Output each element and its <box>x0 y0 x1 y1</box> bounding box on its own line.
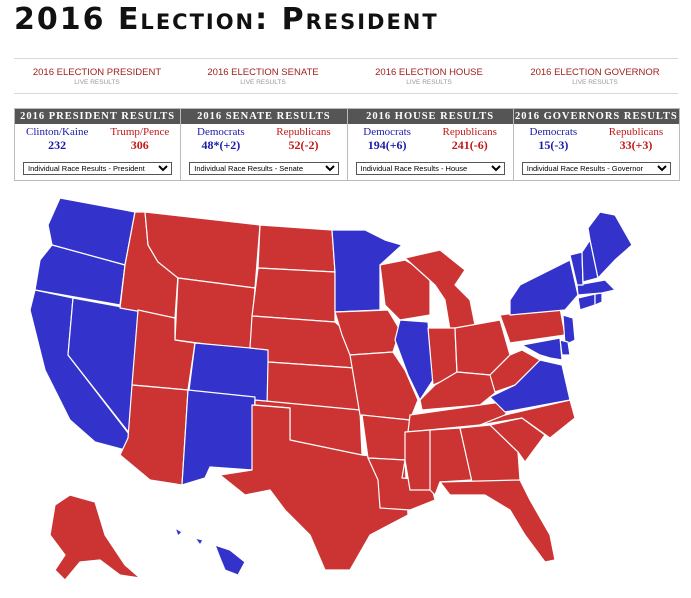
state-OR[interactable] <box>34 244 126 306</box>
dem-name: Democrats <box>363 126 411 138</box>
panel-header: 2016 PRESIDENT RESULTS <box>15 109 181 124</box>
state-MS[interactable] <box>404 429 433 491</box>
state-AK[interactable] <box>49 494 141 581</box>
nav-senate-sub: LIVE RESULTS <box>240 79 286 86</box>
state-HI[interactable] <box>174 527 246 576</box>
dem-value: 194(+6) <box>367 138 407 152</box>
state-NY[interactable] <box>509 259 579 316</box>
rep-value: 241(-6) <box>451 138 488 152</box>
rep-name: Republicans <box>442 126 497 138</box>
nav-governor-sub: LIVE RESULTS <box>572 79 618 86</box>
house-race-select[interactable]: Individual Race Results - House <box>355 162 505 175</box>
rep-value: 33(+3) <box>619 138 653 152</box>
nav-governor[interactable]: 2016 ELECTION GOVERNOR LIVE RESULTS <box>512 59 678 93</box>
rep-name: Republicans <box>608 126 664 138</box>
state-RI[interactable] <box>594 292 603 306</box>
panel-header: 2016 HOUSE RESULTS <box>347 109 513 124</box>
governor-race-select[interactable]: Individual Race Results - Governor <box>521 162 671 175</box>
senate-race-select[interactable]: Individual Race Results - Senate <box>189 162 339 175</box>
results-panels: 2016 PRESIDENT RESULTS Clinton/Kaine 232… <box>14 108 680 181</box>
state-CT[interactable] <box>577 293 596 311</box>
state-MD[interactable] <box>521 337 563 361</box>
dem-value: 232 <box>48 138 67 152</box>
state-ND[interactable] <box>257 224 336 273</box>
dem-candidate: Clinton/Kaine 232 <box>26 126 88 152</box>
state-MI[interactable] <box>404 249 476 331</box>
dem-candidate: Democrats 194(+6) <box>363 126 411 152</box>
nav-president[interactable]: 2016 ELECTION PRESIDENT LIVE RESULTS <box>14 59 180 93</box>
state-AR[interactable] <box>361 414 411 461</box>
dem-name: Democrats <box>197 126 245 138</box>
rep-candidate: Republicans 33(+3) <box>609 126 663 152</box>
election-nav: 2016 ELECTION PRESIDENT LIVE RESULTS 201… <box>14 58 678 94</box>
dem-name: Clinton/Kaine <box>26 126 89 138</box>
senate-results-panel: 2016 SENATE RESULTS Democrats 48*(+2) Re… <box>181 109 348 180</box>
rep-value: 52(-2) <box>288 138 319 152</box>
president-results-panel: 2016 PRESIDENT RESULTS Clinton/Kaine 232… <box>15 109 182 180</box>
state-TX[interactable] <box>219 404 409 571</box>
state-NM[interactable] <box>181 389 256 486</box>
rep-name: Trump/Pence <box>110 126 170 138</box>
state-NC[interactable] <box>479 399 576 439</box>
rep-value: 306 <box>130 138 149 152</box>
nav-president-label[interactable]: 2016 ELECTION PRESIDENT <box>32 67 162 78</box>
nav-house-label[interactable]: 2016 ELECTION HOUSE <box>375 67 483 78</box>
state-WI[interactable] <box>379 259 431 321</box>
president-race-select[interactable]: Individual Race Results - President <box>23 162 173 175</box>
panel-header: 2016 SENATE RESULTS <box>181 109 347 124</box>
nav-house[interactable]: 2016 ELECTION HOUSE LIVE RESULTS <box>346 59 512 93</box>
state-FL[interactable] <box>439 479 556 563</box>
house-results-panel: 2016 HOUSE RESULTS Democrats 194(+6) Rep… <box>347 109 514 180</box>
dem-candidate: Democrats 15(-3) <box>530 126 578 152</box>
rep-candidate: Trump/Pence 306 <box>110 126 169 152</box>
state-NJ[interactable] <box>562 314 576 346</box>
governor-results-panel: 2016 GOVERNORS RESULTS Democrats 15(-3) … <box>513 109 679 180</box>
state-SD[interactable] <box>251 267 336 323</box>
panel-header: 2016 GOVERNORS RESULTS <box>513 109 679 124</box>
state-MA[interactable] <box>576 279 616 296</box>
state-VT[interactable] <box>569 251 584 286</box>
rep-candidate: Republicans 52(-2) <box>276 126 330 152</box>
nav-senate-label[interactable]: 2016 ELECTION SENATE <box>207 67 319 78</box>
dem-candidate: Democrats 48*(+2) <box>197 126 245 152</box>
rep-candidate: Republicans 241(-6) <box>443 126 497 152</box>
dem-value: 15(-3) <box>538 138 569 152</box>
dem-name: Democrats <box>529 126 578 138</box>
page-title: 2016 Election: President <box>14 2 439 37</box>
dem-value: 48*(+2) <box>201 138 241 152</box>
rep-name: Republicans <box>276 126 331 138</box>
state-GA[interactable] <box>459 424 521 483</box>
state-WY[interactable] <box>174 277 256 351</box>
state-ME[interactable] <box>587 211 633 279</box>
nav-senate[interactable]: 2016 ELECTION SENATE LIVE RESULTS <box>180 59 346 93</box>
nav-governor-label[interactable]: 2016 ELECTION GOVERNOR <box>530 67 660 78</box>
nav-house-sub: LIVE RESULTS <box>406 79 452 86</box>
state-MO[interactable] <box>349 351 419 421</box>
state-LA[interactable] <box>367 457 436 511</box>
state-WV[interactable] <box>489 349 541 393</box>
nav-president-sub: LIVE RESULTS <box>74 79 120 86</box>
us-election-map <box>10 190 685 595</box>
